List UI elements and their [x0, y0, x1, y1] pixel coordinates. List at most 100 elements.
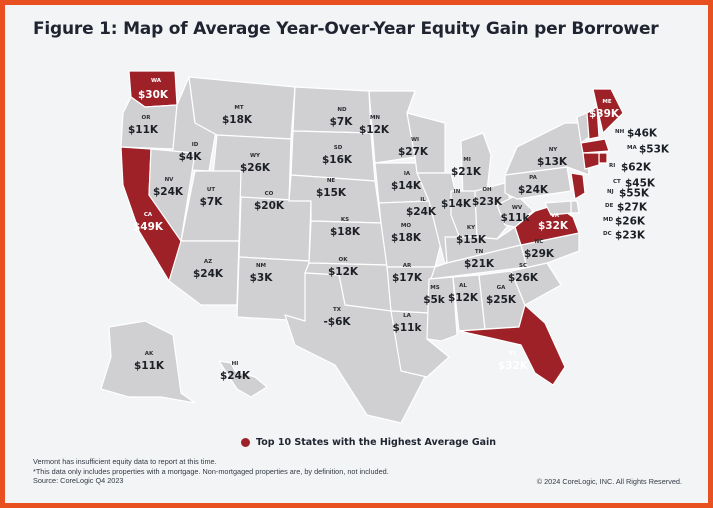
state-label-ok: OK	[339, 257, 349, 263]
state-hi	[218, 360, 268, 398]
state-ma	[580, 138, 610, 154]
state-label-ct: CT	[613, 179, 621, 185]
state-label-nj: NJ	[607, 189, 614, 195]
state-label-nd: ND	[337, 107, 347, 113]
state-value-ri: $62K	[621, 162, 652, 174]
legend-label: Top 10 States with the Highest Average G…	[256, 437, 497, 448]
state-value-ma: $53K	[639, 144, 670, 156]
state-value-sd: $16K	[322, 154, 353, 166]
state-value-md: $26K	[615, 216, 646, 228]
state-label-ks: KS	[341, 217, 349, 223]
state-label-de: DE	[605, 203, 614, 209]
state-value-or: $11K	[128, 124, 159, 136]
state-label-sc: SC	[519, 263, 527, 269]
state-label-al: AL	[459, 283, 467, 289]
state-value-ia: $14K	[391, 180, 422, 192]
state-value-mi: $21K	[451, 166, 482, 178]
state-value-ut: $7K	[200, 196, 224, 208]
state-label-ri: RI	[609, 163, 615, 169]
state-label-az: AZ	[204, 259, 212, 265]
state-label-ny: NY	[549, 147, 559, 153]
state-value-nd: $7K	[330, 116, 354, 128]
state-value-ks: $18K	[330, 226, 361, 238]
state-tx	[284, 272, 430, 424]
state-fl	[458, 304, 566, 386]
state-label-il: IL	[420, 197, 426, 203]
state-value-wi: $27K	[398, 146, 429, 158]
state-value-dc: $23K	[615, 230, 646, 242]
state-label-va: VA	[551, 213, 560, 219]
state-label-ga: GA	[497, 285, 507, 291]
state-value-ny: $13K	[537, 156, 568, 168]
state-label-in: IN	[454, 189, 461, 195]
state-va	[514, 204, 580, 246]
state-label-ms: MS	[430, 285, 439, 291]
legend: Top 10 States with the Highest Average G…	[241, 437, 496, 448]
state-label-hi: HI	[232, 361, 239, 367]
copyright: © 2024 CoreLogic, INC. All Rights Reserv…	[536, 477, 682, 486]
state-label-mt: MT	[234, 105, 243, 111]
state-label-ia: IA	[404, 171, 411, 177]
state-value-az: $24K	[193, 268, 224, 280]
state-value-oh: $23K	[472, 196, 503, 208]
state-label-nv: NV	[165, 177, 175, 183]
state-label-ca: CA	[144, 212, 153, 218]
state-ri	[598, 152, 608, 164]
state-value-nv: $24K	[153, 186, 184, 198]
state-label-pa: PA	[529, 175, 538, 181]
state-value-al: $12K	[448, 292, 479, 304]
state-label-la: LA	[403, 313, 412, 319]
state-value-ok: $12K	[328, 266, 359, 278]
state-label-nh: NH	[615, 129, 625, 135]
state-value-ca: $49K	[133, 221, 164, 233]
state-ny	[504, 122, 590, 176]
state-me	[592, 88, 624, 134]
state-value-id: $4K	[179, 151, 203, 163]
state-label-ma: MA	[627, 145, 637, 151]
state-ms	[426, 276, 458, 342]
state-label-dc: DC	[603, 231, 612, 237]
state-label-id: ID	[192, 142, 199, 148]
state-label-ak: AK	[145, 351, 154, 357]
state-value-il: $24K	[406, 206, 437, 218]
state-value-mo: $18K	[391, 232, 422, 244]
state-value-nh: $46K	[627, 128, 658, 140]
state-label-oh: OH	[482, 187, 492, 193]
state-label-fl: FL	[509, 351, 517, 357]
state-az	[168, 240, 240, 306]
state-value-nc: $29K	[524, 248, 555, 260]
state-value-sc: $26K	[508, 272, 539, 284]
state-label-mo: MO	[401, 223, 411, 229]
state-value-la: $11k	[393, 322, 423, 334]
state-value-fl: $32K	[498, 360, 529, 372]
state-label-tx: TX	[333, 307, 342, 313]
state-value-ak: $11K	[134, 360, 165, 372]
state-label-ar: AR	[403, 263, 412, 269]
state-label-or: OR	[142, 115, 152, 121]
state-value-ar: $17K	[392, 272, 423, 284]
footnotes: Vermont has insufficient equity data to …	[33, 457, 389, 486]
state-value-ga: $25K	[486, 294, 517, 306]
state-label-co: CO	[265, 191, 274, 197]
state-nj	[570, 172, 586, 200]
footnote-mortgage: *This data only includes properties with…	[33, 466, 389, 476]
state-value-ne: $15K	[316, 187, 347, 199]
state-value-co: $20K	[254, 200, 285, 212]
state-label-ne: NE	[327, 178, 336, 184]
state-nh	[586, 106, 600, 140]
state-ak	[100, 320, 196, 404]
state-value-nm: $3K	[250, 272, 274, 284]
state-value-hi: $24K	[220, 370, 251, 382]
footnote-vermont: Vermont has insufficient equity data to …	[33, 457, 217, 466]
state-label-sd: SD	[334, 145, 343, 151]
state-label-nm: NM	[256, 263, 266, 269]
state-value-va: $32K	[538, 220, 569, 232]
footnote-source: Source: CoreLogic Q4 2023	[33, 476, 124, 486]
us-map: WA $30K OR $11K CA $49K ID $4K NV $24K MT $18K WY $26…	[100, 70, 670, 424]
state-value-tx: -$6K	[323, 316, 351, 328]
state-label-tn: TN	[475, 249, 484, 255]
state-value-tn: $21K	[464, 258, 495, 270]
state-mi	[460, 132, 492, 196]
page-title: Figure 1: Map of Average Year-Over-Year …	[33, 19, 659, 39]
